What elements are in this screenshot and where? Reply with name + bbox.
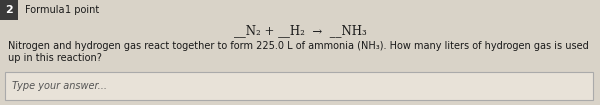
- Text: Nitrogen and hydrogen gas react together to form 225.0 L of ammonia (NH₃). How m: Nitrogen and hydrogen gas react together…: [8, 41, 589, 63]
- Text: Formula: Formula: [25, 5, 65, 15]
- Text: 2: 2: [5, 5, 13, 15]
- Text: 1 point: 1 point: [65, 5, 99, 15]
- Text: Type your answer...: Type your answer...: [12, 81, 107, 91]
- Text: __N₂ + __H₂  →  __NH₃: __N₂ + __H₂ → __NH₃: [233, 24, 367, 37]
- FancyBboxPatch shape: [0, 0, 18, 20]
- FancyBboxPatch shape: [5, 72, 593, 100]
